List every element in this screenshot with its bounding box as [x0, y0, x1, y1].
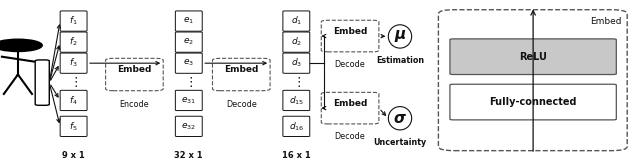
- Circle shape: [0, 39, 42, 52]
- Text: Decode: Decode: [335, 60, 365, 69]
- Text: $\vdots$: $\vdots$: [292, 75, 301, 89]
- FancyBboxPatch shape: [60, 90, 87, 110]
- Text: $d_2$: $d_2$: [291, 36, 302, 48]
- Text: Uncertainty: Uncertainty: [373, 138, 427, 147]
- Text: 9 x 1: 9 x 1: [62, 151, 85, 160]
- Text: Fully-connected: Fully-connected: [490, 97, 577, 107]
- Text: $f_2$: $f_2$: [69, 36, 78, 48]
- FancyBboxPatch shape: [450, 84, 616, 120]
- Text: $\boldsymbol{\sigma}$: $\boldsymbol{\sigma}$: [393, 111, 407, 126]
- Text: $d_1$: $d_1$: [291, 15, 302, 27]
- Text: $e_2$: $e_2$: [183, 37, 195, 47]
- Text: Embed: Embed: [333, 99, 367, 108]
- Text: $e_3$: $e_3$: [183, 58, 195, 68]
- Text: Embed: Embed: [591, 17, 622, 26]
- Text: $\vdots$: $\vdots$: [69, 75, 78, 89]
- FancyBboxPatch shape: [175, 116, 202, 136]
- Text: Embed: Embed: [224, 65, 259, 74]
- FancyBboxPatch shape: [60, 116, 87, 136]
- FancyBboxPatch shape: [321, 92, 379, 124]
- Text: $\boldsymbol{\mu}$: $\boldsymbol{\mu}$: [394, 29, 406, 44]
- FancyBboxPatch shape: [175, 32, 202, 52]
- FancyBboxPatch shape: [175, 11, 202, 31]
- FancyBboxPatch shape: [35, 60, 49, 105]
- FancyBboxPatch shape: [283, 90, 310, 110]
- FancyBboxPatch shape: [283, 32, 310, 52]
- FancyBboxPatch shape: [212, 58, 270, 91]
- Text: Embed: Embed: [333, 27, 367, 36]
- FancyBboxPatch shape: [106, 58, 163, 91]
- Text: $f_1$: $f_1$: [69, 15, 78, 27]
- Text: Decode: Decode: [226, 100, 257, 109]
- Ellipse shape: [388, 107, 412, 130]
- Text: Embed: Embed: [117, 65, 152, 74]
- Text: $f_4$: $f_4$: [69, 94, 78, 107]
- FancyBboxPatch shape: [283, 116, 310, 136]
- Text: 16 x 1: 16 x 1: [282, 151, 310, 160]
- Text: $d_{15}$: $d_{15}$: [289, 94, 304, 107]
- Text: $\vdots$: $\vdots$: [184, 75, 193, 89]
- FancyBboxPatch shape: [175, 90, 202, 110]
- Text: Estimation: Estimation: [376, 56, 424, 65]
- FancyBboxPatch shape: [283, 53, 310, 73]
- FancyBboxPatch shape: [450, 39, 616, 75]
- Text: 32 x 1: 32 x 1: [175, 151, 203, 160]
- Text: $d_3$: $d_3$: [291, 57, 302, 69]
- Text: $e_1$: $e_1$: [183, 16, 195, 26]
- Text: $f_3$: $f_3$: [69, 57, 78, 69]
- FancyBboxPatch shape: [321, 20, 379, 52]
- Text: Encode: Encode: [120, 100, 149, 109]
- FancyBboxPatch shape: [60, 53, 87, 73]
- Text: $e_{32}$: $e_{32}$: [181, 121, 196, 132]
- FancyBboxPatch shape: [60, 11, 87, 31]
- Text: Decode: Decode: [335, 132, 365, 141]
- Text: ReLU: ReLU: [519, 52, 547, 62]
- Text: $f_5$: $f_5$: [69, 120, 78, 133]
- FancyBboxPatch shape: [283, 11, 310, 31]
- FancyBboxPatch shape: [438, 10, 627, 151]
- FancyBboxPatch shape: [60, 32, 87, 52]
- Text: $e_{31}$: $e_{31}$: [181, 95, 196, 106]
- FancyBboxPatch shape: [175, 53, 202, 73]
- Ellipse shape: [388, 25, 412, 48]
- Text: $d_{16}$: $d_{16}$: [289, 120, 304, 133]
